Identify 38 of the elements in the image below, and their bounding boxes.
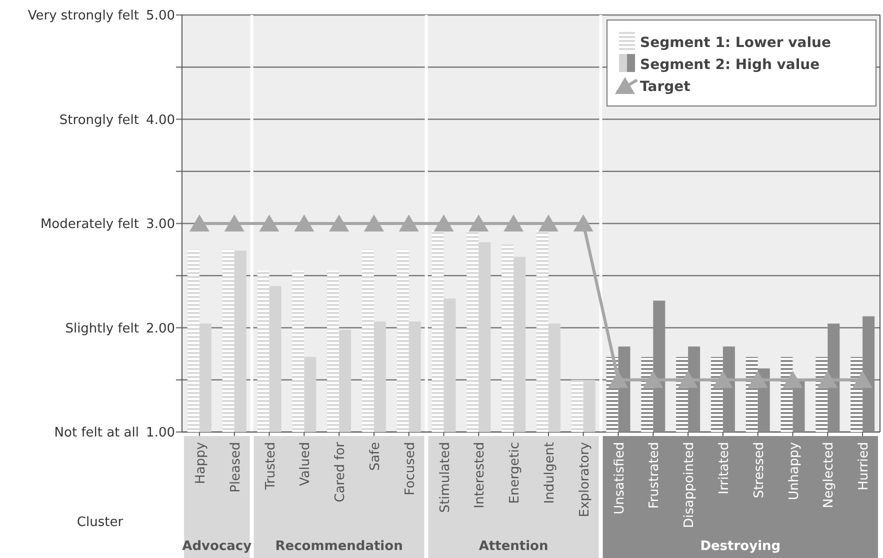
y-tick-label: 2.00 (146, 321, 175, 336)
text: Advocacy (182, 539, 252, 554)
x-tick-label: Unhappy (786, 442, 802, 500)
x-axis-title: Cluster (76, 515, 124, 530)
legend-label: Segment 2: High value (640, 56, 820, 73)
legend-label: Segment 1: Lower value (640, 34, 832, 51)
x-tick-label: Trusted (263, 442, 278, 491)
x-tick-label: Valued (298, 442, 314, 486)
text: Very strongly felt (28, 8, 139, 24)
y-tick-label: 5.00 (146, 8, 175, 24)
y-tick-label: 3.00 (146, 217, 175, 232)
x-tick-label: Stressed (752, 442, 767, 498)
x-tick-label: Focused (402, 442, 418, 496)
x-tick-label: Exploratory (577, 442, 592, 518)
x-tick-label: Energetic (508, 442, 523, 504)
text: Moderately felt (40, 217, 139, 232)
text: Strongly felt (59, 112, 139, 128)
x-tick-label: Neglected (822, 442, 837, 508)
x-tick-label: Happy (193, 442, 208, 484)
x-tick-label: Disappointed (682, 442, 698, 528)
text: Not felt at all (54, 426, 139, 441)
x-tick-label: Unsatisfied (612, 442, 628, 514)
x-tick-label: Pleased (228, 442, 244, 492)
x-tick-label: Cared for (333, 441, 348, 502)
text: Recommendation (275, 539, 403, 554)
text: Destroying (700, 539, 781, 554)
legend-label: Target (640, 78, 691, 95)
y-tick-label: 4.00 (146, 112, 175, 128)
text: Attention (478, 539, 548, 554)
y-tick-label: 1.00 (146, 426, 175, 441)
x-tick-label: Indulgent (542, 442, 558, 504)
x-tick-label: Irritated (716, 442, 732, 494)
text: Slightly felt (65, 321, 139, 336)
x-tick-label: Safe (368, 442, 383, 471)
x-tick-label: Hurried (856, 442, 872, 490)
x-tick-label: Interested (472, 442, 488, 508)
x-tick-label: Frustrated (647, 442, 662, 509)
x-tick-label: Stimulated (438, 442, 453, 513)
